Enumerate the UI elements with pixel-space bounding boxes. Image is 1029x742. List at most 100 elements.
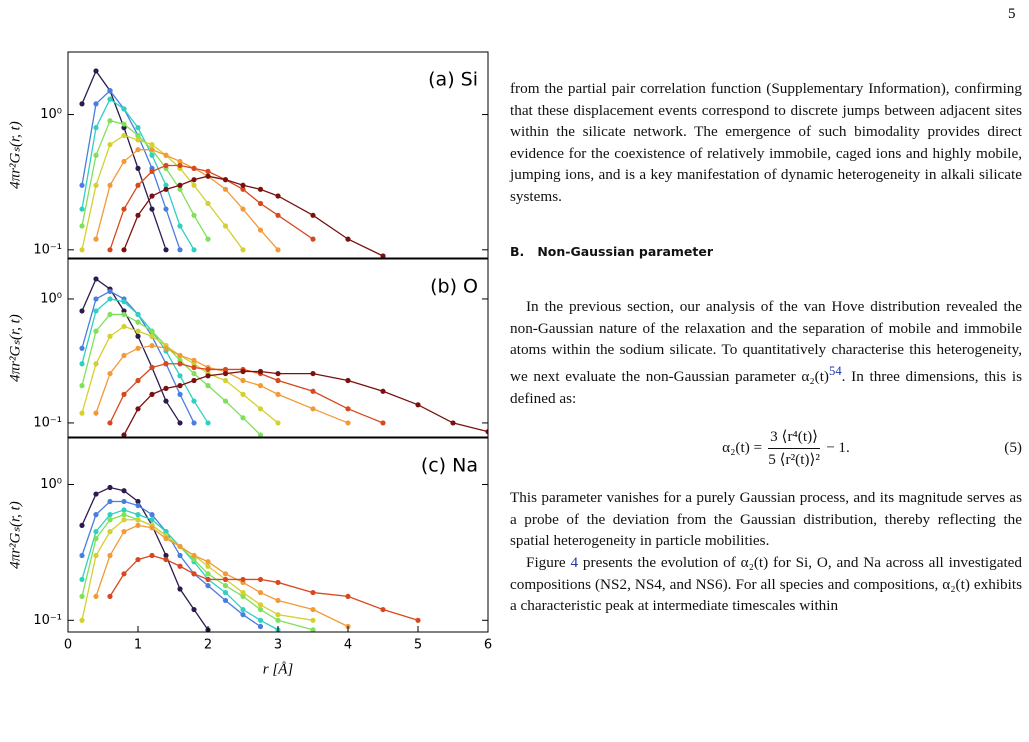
data-point <box>310 406 316 412</box>
data-point <box>310 212 316 218</box>
series-line <box>123 370 488 436</box>
data-point <box>257 368 264 375</box>
data-point <box>163 528 169 535</box>
data-point <box>79 593 85 599</box>
data-point <box>485 429 488 435</box>
data-point <box>415 617 421 623</box>
data-point <box>205 583 211 589</box>
data-point <box>257 589 264 596</box>
data-point <box>107 118 113 124</box>
data-point <box>107 311 113 318</box>
numerator: 3 ⟨r⁴(t)⟩ <box>768 426 821 449</box>
data-point <box>135 345 141 351</box>
data-point <box>121 299 127 305</box>
data-point <box>135 132 141 139</box>
data-point <box>380 388 386 394</box>
data-point <box>222 177 229 183</box>
data-point <box>275 612 281 618</box>
data-point <box>222 571 229 577</box>
data-point <box>257 432 264 437</box>
data-point <box>205 373 211 379</box>
series-line <box>81 134 244 251</box>
data-point <box>135 512 141 518</box>
data-point <box>177 391 183 397</box>
data-point <box>257 623 264 630</box>
data-point <box>79 308 85 314</box>
data-point <box>79 223 85 229</box>
data-point <box>240 206 246 212</box>
data-point <box>205 576 211 583</box>
data-point <box>149 391 155 397</box>
data-point <box>149 552 155 559</box>
data-point <box>135 556 141 563</box>
data-point <box>191 247 197 253</box>
figure-ref[interactable]: 4 <box>570 553 579 571</box>
data-point <box>149 193 155 199</box>
data-point <box>191 377 197 384</box>
data-point <box>222 597 229 604</box>
text-column: from the partial pair correlation functi… <box>510 78 1022 617</box>
data-point <box>257 383 264 389</box>
data-point <box>275 377 281 384</box>
data-point <box>191 420 197 426</box>
data-point <box>177 352 183 359</box>
data-point <box>275 212 281 218</box>
data-point <box>257 186 264 192</box>
paragraph: Figure 4 presents the evolution of α₂(t)… <box>510 552 1022 617</box>
data-point <box>205 383 211 389</box>
data-point <box>275 579 281 586</box>
paragraph: from the partial pair correlation functi… <box>510 80 1022 205</box>
data-point <box>163 385 169 391</box>
data-point <box>121 391 127 397</box>
data-point <box>222 223 229 229</box>
data-point <box>93 276 99 282</box>
citation[interactable]: 54 <box>829 363 842 378</box>
data-point <box>93 593 99 599</box>
data-point <box>222 370 229 377</box>
data-point <box>257 227 264 233</box>
data-point <box>107 528 113 535</box>
data-point <box>240 576 246 583</box>
data-point <box>275 597 281 604</box>
panel-label: (a) Si <box>428 69 478 91</box>
data-point <box>240 593 246 599</box>
series-line <box>109 554 419 621</box>
data-point <box>205 173 211 179</box>
data-point <box>93 308 99 314</box>
data-point <box>107 333 113 339</box>
data-point <box>177 247 183 253</box>
data-point <box>240 368 246 375</box>
data-point <box>93 491 99 497</box>
data-point <box>163 556 169 563</box>
data-point <box>177 383 183 389</box>
data-point <box>93 328 99 334</box>
data-point <box>107 552 113 559</box>
data-point <box>107 420 113 426</box>
data-point <box>121 158 127 165</box>
data-point <box>93 68 99 74</box>
data-point <box>450 420 456 426</box>
data-point <box>240 186 246 192</box>
data-point <box>163 398 169 404</box>
data-point <box>240 589 246 596</box>
data-point <box>191 552 197 559</box>
data-point <box>257 602 264 608</box>
data-point <box>163 182 169 188</box>
data-point <box>135 137 141 143</box>
x-tick-label: 6 <box>484 638 492 653</box>
data-point <box>93 152 99 158</box>
data-point <box>191 571 197 577</box>
data-point <box>310 627 316 632</box>
data-point <box>149 328 155 334</box>
data-point <box>275 617 281 623</box>
data-point <box>149 525 155 531</box>
data-point <box>135 498 141 505</box>
data-point <box>107 484 113 491</box>
data-point <box>177 552 183 559</box>
data-point <box>149 206 155 212</box>
data-point <box>149 364 155 371</box>
eq-lhs: α₂(t) = <box>722 439 763 457</box>
equation: α₂(t) = 3 ⟨r⁴(t)⟩ 5 ⟨r²(t)⟩² − 1. (5) <box>550 423 1022 473</box>
x-tick-label: 1 <box>134 638 142 653</box>
